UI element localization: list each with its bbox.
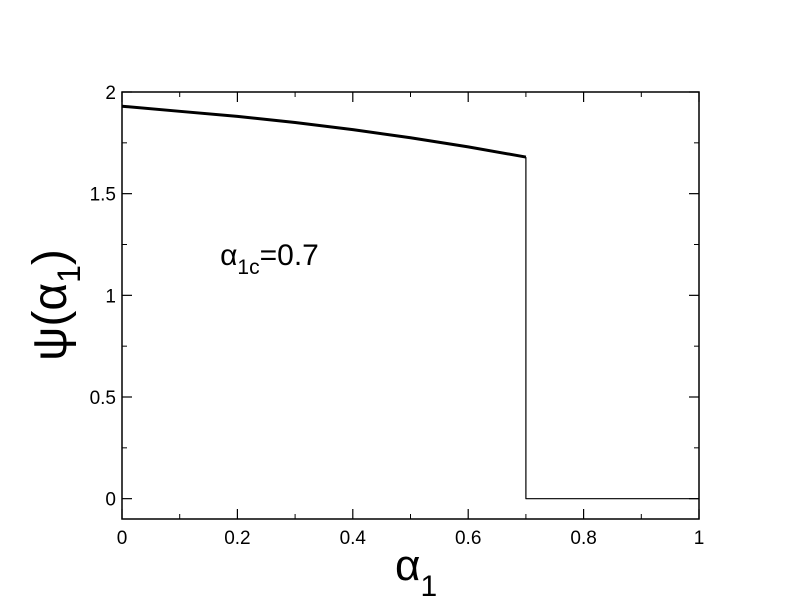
x-label-subscript: 1 <box>420 570 437 603</box>
line-series <box>525 157 699 500</box>
y-axis-label: ψ(α1) <box>24 249 87 361</box>
annotation-subscript: 1c <box>237 256 259 279</box>
annotation: α1c=0.7 <box>220 239 319 279</box>
y-label-subscript: 1 <box>51 265 87 283</box>
x-tick-label: 0.6 <box>455 528 481 549</box>
y-tick-label: 0.5 <box>90 388 116 409</box>
x-tick-label: 0.4 <box>340 528 367 549</box>
annotation-symbol: α <box>220 239 237 272</box>
x-tick-label: 0 <box>117 528 128 549</box>
annotation-suffix: =0.7 <box>260 239 319 272</box>
line-series <box>121 104 527 159</box>
y-label-suffix: ) <box>24 249 77 265</box>
plot-frame <box>121 91 700 520</box>
y-tick-label: 2 <box>105 83 116 104</box>
y-label-prefix: ψ(α <box>24 283 77 361</box>
x-label-symbol: α <box>395 541 420 590</box>
y-tick-label: 1 <box>105 286 116 307</box>
y-tick-label: 0 <box>105 490 116 511</box>
x-tick-label: 1 <box>694 528 705 549</box>
y-tick-label: 1.5 <box>90 185 116 206</box>
x-tick-label: 0.8 <box>570 528 596 549</box>
x-tick-label: 0.2 <box>224 528 250 549</box>
x-axis-label: α1 <box>395 541 437 603</box>
